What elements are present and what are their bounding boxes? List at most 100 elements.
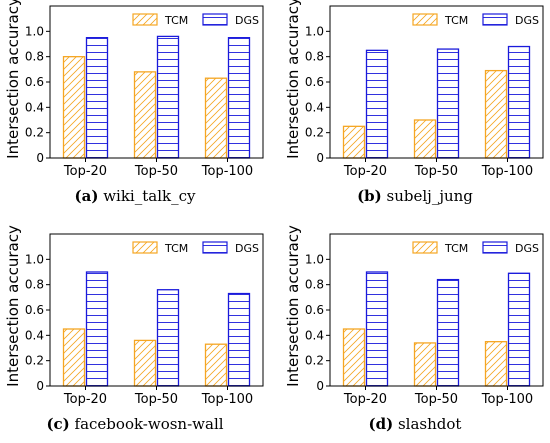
y-tick-label: 0.6 [305, 75, 324, 89]
y-tick-label: 1.0 [25, 24, 44, 38]
caption-text: wiki_talk_cy [98, 187, 196, 205]
y-axis-label: Intersection accuracy [284, 225, 302, 387]
bar-tcm-top-100 [484, 69, 508, 159]
caption-tag: (b) [357, 187, 382, 205]
y-tick-label: 0 [316, 379, 324, 393]
x-tick-label: Top-100 [481, 164, 533, 179]
plot-frame [49, 5, 264, 159]
legend-swatch-tcm [412, 241, 438, 254]
panel-caption: (c) facebook-wosn-wall [46, 415, 223, 433]
bar-tcm-top-100 [204, 343, 228, 387]
y-axis-label: Intersection accuracy [4, 225, 22, 387]
bar-dgs-top-50 [156, 35, 180, 159]
legend-swatch-dgs [202, 13, 228, 26]
caption-text: slashdot [393, 415, 461, 433]
bar-dgs-top-50 [436, 278, 460, 387]
y-tick-label: 0.8 [305, 50, 324, 64]
legend-swatch-dgs [202, 241, 228, 254]
bar-tcm-top-20 [62, 56, 86, 159]
y-tick-label: 0.6 [25, 303, 44, 317]
panel-caption: (d) slashdot [369, 415, 462, 433]
legend-label-dgs: DGS [515, 242, 539, 255]
bar-tcm-top-50 [413, 119, 437, 159]
y-tick-label: 1.0 [305, 24, 324, 38]
y-axis-label: Intersection accuracy [284, 0, 302, 159]
plot-frame [49, 233, 264, 387]
y-tick-label: 0.6 [305, 303, 324, 317]
y-tick-label: 0.4 [305, 328, 324, 342]
y-tick-label: 0.6 [25, 75, 44, 89]
legend-label-dgs: DGS [235, 242, 259, 255]
x-tick-label: Top-20 [63, 392, 107, 407]
y-tick-label: 1.0 [305, 252, 324, 266]
y-tick-label: 0.2 [305, 354, 324, 368]
bar-tcm-top-50 [133, 339, 157, 387]
y-tick-label: 0.4 [25, 100, 44, 114]
bar-tcm-top-20 [342, 125, 366, 159]
caption-tag: (d) [369, 415, 394, 433]
legend-label-dgs: DGS [235, 14, 259, 27]
y-tick-label: 0.4 [25, 328, 44, 342]
y-tick-label: 0.2 [25, 126, 44, 140]
bar-dgs-top-20 [365, 271, 389, 387]
bar-dgs-top-20 [365, 49, 389, 159]
y-tick-label: 0 [36, 379, 44, 393]
bar-tcm-top-20 [342, 328, 366, 387]
bar-dgs-top-100 [227, 37, 251, 159]
x-tick-label: Top-50 [414, 164, 458, 179]
x-tick-label: Top-20 [63, 164, 107, 179]
bar-dgs-top-100 [507, 45, 531, 159]
legend-label-tcm: TCM [444, 242, 468, 255]
y-tick-label: 0.4 [305, 100, 324, 114]
caption-tag: (c) [46, 415, 69, 433]
x-tick-label: Top-50 [134, 392, 178, 407]
legend-label-dgs: DGS [515, 14, 539, 27]
x-tick-label: Top-20 [343, 164, 387, 179]
bar-dgs-top-100 [227, 292, 251, 387]
plot-frame [329, 5, 544, 159]
x-tick-label: Top-100 [201, 392, 253, 407]
bar-dgs-top-50 [436, 48, 460, 159]
legend-swatch-dgs [482, 13, 508, 26]
y-tick-label: 1.0 [25, 252, 44, 266]
x-tick-label: Top-100 [481, 392, 533, 407]
bar-dgs-top-100 [507, 272, 531, 387]
plot-frame [329, 233, 544, 387]
y-tick-label: 0.2 [305, 126, 324, 140]
bar-tcm-top-50 [133, 71, 157, 159]
bar-dgs-top-50 [156, 289, 180, 387]
x-tick-label: Top-20 [343, 392, 387, 407]
legend-swatch-tcm [132, 241, 158, 254]
bar-tcm-top-100 [204, 77, 228, 159]
legend-swatch-tcm [412, 13, 438, 26]
bar-tcm-top-50 [413, 342, 437, 387]
legend-label-tcm: TCM [164, 242, 188, 255]
x-tick-label: Top-100 [201, 164, 253, 179]
legend-swatch-tcm [132, 13, 158, 26]
y-tick-label: 0 [36, 151, 44, 165]
panel-caption: (b) subelj_jung [357, 187, 473, 205]
bar-tcm-top-20 [62, 328, 86, 387]
y-axis-label: Intersection accuracy [4, 0, 22, 159]
y-tick-label: 0.2 [25, 354, 44, 368]
y-tick-label: 0.8 [25, 50, 44, 64]
x-tick-label: Top-50 [414, 392, 458, 407]
legend-swatch-dgs [482, 241, 508, 254]
bar-dgs-top-20 [85, 271, 109, 387]
legend-label-tcm: TCM [444, 14, 468, 27]
panel-caption: (a) wiki_talk_cy [75, 187, 196, 205]
legend-label-tcm: TCM [164, 14, 188, 27]
caption-text: facebook-wosn-wall [70, 415, 224, 433]
y-tick-label: 0 [316, 151, 324, 165]
bar-tcm-top-100 [484, 341, 508, 387]
caption-tag: (a) [75, 187, 99, 205]
y-tick-label: 0.8 [305, 278, 324, 292]
bar-dgs-top-20 [85, 37, 109, 159]
y-tick-label: 0.8 [25, 278, 44, 292]
caption-text: subelj_jung [382, 187, 474, 205]
